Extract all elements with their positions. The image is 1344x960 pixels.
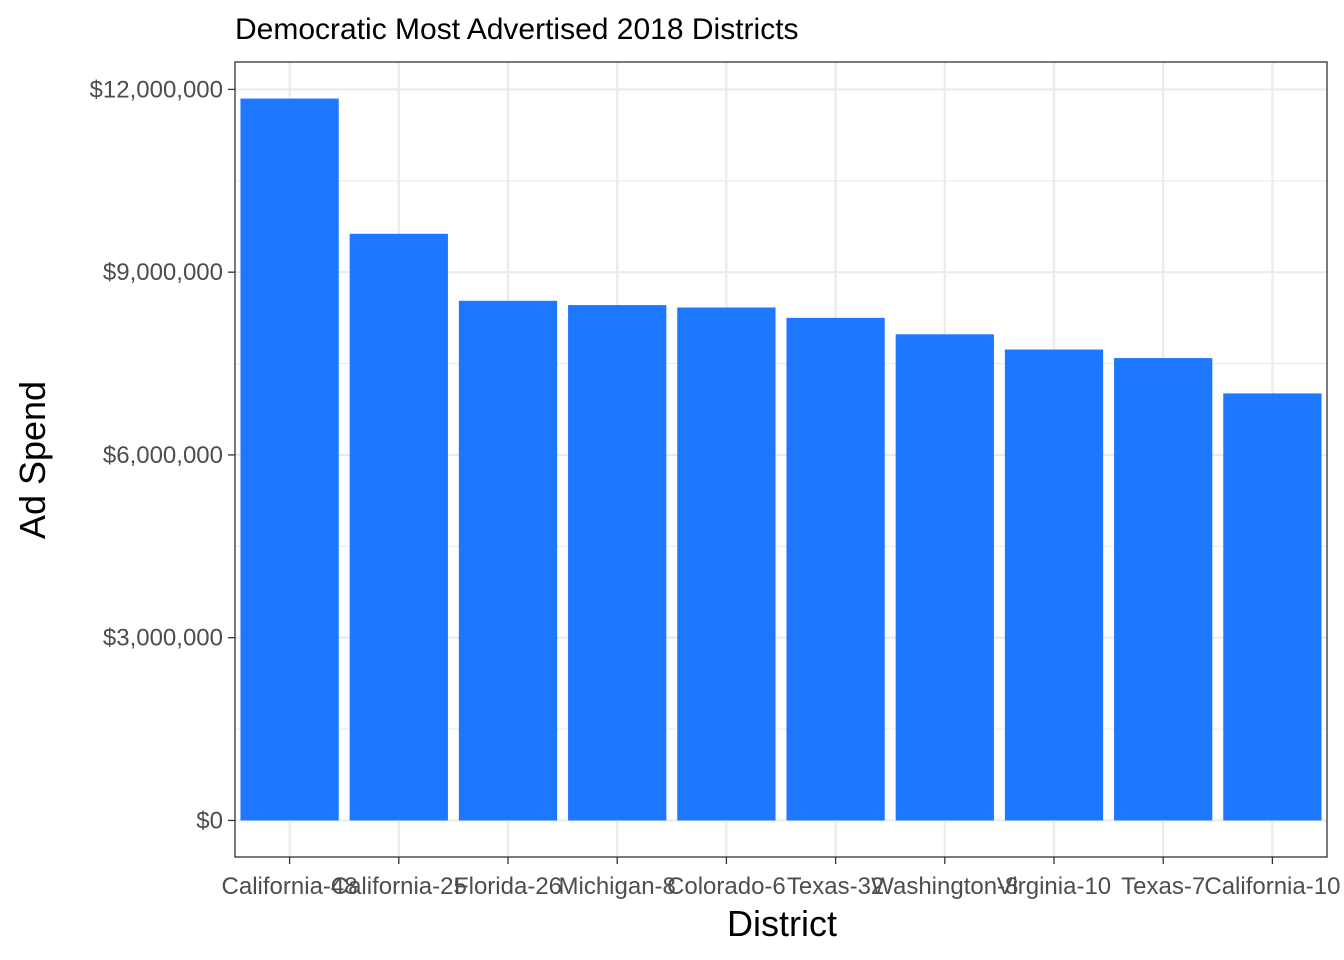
- y-axis-title: Ad Spend: [12, 381, 53, 539]
- y-tick-label: $3,000,000: [103, 625, 223, 652]
- bar-california-10: [1223, 393, 1322, 821]
- x-tick-label: California-10: [1204, 873, 1340, 900]
- x-tick-label: Texas-32: [787, 873, 884, 900]
- x-tick-label: Florida-26: [454, 873, 562, 900]
- bar-texas-7: [1114, 358, 1213, 821]
- x-tick-label: California-25: [331, 873, 467, 900]
- bar-washington-8: [895, 334, 994, 821]
- plot-border: [234, 61, 1328, 858]
- y-tick-label: $0: [196, 807, 223, 834]
- x-tick-label: California-48: [222, 873, 358, 900]
- x-tick-label: Michigan-8: [559, 873, 676, 900]
- y-tick-label: $12,000,000: [90, 76, 223, 103]
- x-tick-label: Texas-7: [1121, 873, 1205, 900]
- bar-california-48: [240, 98, 339, 821]
- y-tick-label: $9,000,000: [103, 259, 223, 286]
- bars: [240, 98, 1322, 821]
- x-tick-label: Colorado-6: [667, 873, 786, 900]
- x-tick-label: Washington-8: [871, 873, 1018, 900]
- chart-title: Democratic Most Advertised 2018 District…: [235, 13, 799, 46]
- axes: $0 $3,000,000 $6,000,000 $9,000,000 $12,000,…: [90, 76, 1341, 900]
- y-tick-label: $6,000,000: [103, 442, 223, 469]
- bar-florida-26: [458, 300, 558, 821]
- bar-california-25: [349, 233, 448, 821]
- x-axis-title: District: [727, 903, 837, 944]
- bar-texas-32: [786, 317, 885, 821]
- x-tick-label: Virginia-10: [997, 873, 1111, 900]
- bar-michigan-8: [568, 305, 667, 821]
- bar-colorado-6: [677, 307, 776, 821]
- bar-virginia-10: [1004, 349, 1104, 821]
